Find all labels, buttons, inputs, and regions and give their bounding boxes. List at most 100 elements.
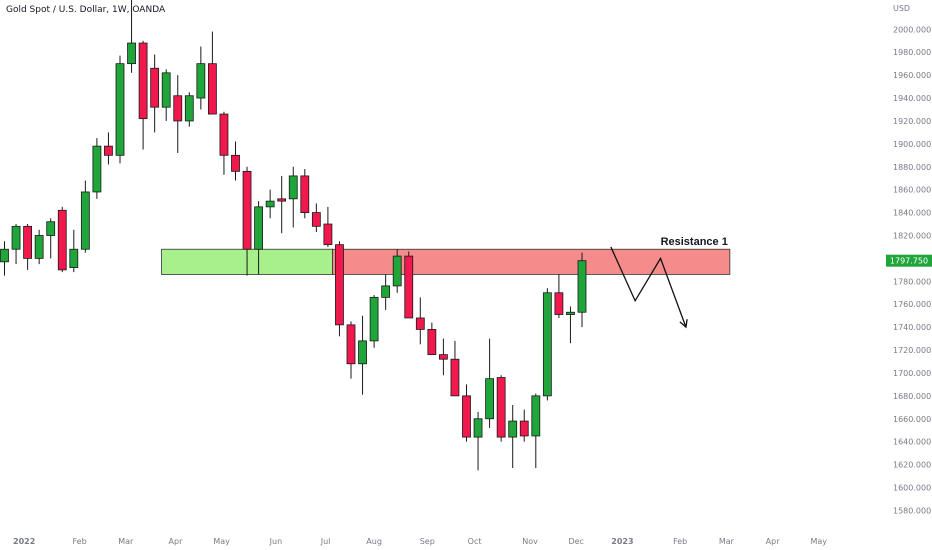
candle-body-up — [127, 42, 136, 65]
candle-body-up — [46, 221, 56, 236]
time-tick-label: Sep — [420, 537, 435, 546]
candle-body-down — [554, 292, 564, 315]
candle-body-down — [346, 324, 356, 365]
time-tick-label: Aug — [366, 537, 382, 546]
candle-body-up — [369, 296, 379, 342]
candle-body-up — [80, 191, 90, 250]
candle-body-up — [254, 206, 264, 250]
candle-body-up — [485, 378, 495, 420]
price-tag-value: 1797.750 — [890, 257, 928, 266]
candle-body-up — [69, 248, 79, 268]
time-tick-label: 2023 — [611, 537, 633, 546]
price-tick-label: 1700.000 — [893, 369, 931, 378]
price-axis[interactable]: USD 1580.000 1600.000 1620.000 1640.000 1660… — [893, 4, 931, 515]
time-tick-label: Apr — [766, 537, 781, 546]
price-tick-label: 1640.000 — [893, 438, 931, 447]
candle-body-up — [473, 418, 483, 438]
candle-body-down — [277, 198, 287, 202]
time-tick-label: Dec — [568, 537, 583, 546]
candle-body-down — [57, 209, 67, 271]
candle-body-up — [542, 292, 552, 397]
candle-body-up — [0, 248, 9, 263]
resistance-label: Resistance 1 — [661, 236, 728, 248]
resistance-zone — [332, 248, 731, 275]
price-tag-box — [886, 254, 932, 267]
projection-layer — [610, 246, 688, 329]
price-tick-label: 1920.000 — [893, 117, 931, 126]
price-tick-label: 1740.000 — [893, 323, 931, 332]
candle-body-down — [23, 225, 33, 259]
time-tick-label: Mar — [118, 537, 134, 546]
candle-body-down — [496, 377, 506, 438]
price-tick-label: 1760.000 — [893, 300, 931, 309]
price-tick-label: 1960.000 — [893, 71, 931, 80]
price-tick-label: 1940.000 — [893, 94, 931, 103]
time-tick-label: Oct — [468, 537, 482, 546]
candle-body-up — [92, 145, 102, 193]
time-tick-label: Jun — [269, 537, 283, 546]
price-tick-label: 1600.000 — [893, 484, 931, 493]
candle-body-up — [392, 255, 402, 287]
price-tick-label: 1720.000 — [893, 346, 931, 355]
candle-body-down — [138, 42, 148, 120]
candle-body-up — [577, 260, 587, 313]
time-axis[interactable]: 2022 Feb Mar Apr May Jun Jul Aug Sep Oct Nov Dec 202… — [13, 537, 827, 546]
currency-label: USD — [893, 4, 910, 13]
candles-layer — [0, 0, 587, 471]
price-tick-label: 1660.000 — [893, 415, 931, 424]
time-tick-label: Nov — [522, 537, 538, 546]
candle-body-up — [34, 235, 44, 259]
candle-body-down — [404, 255, 414, 319]
candle-body-up — [566, 311, 575, 315]
candle-body-down — [104, 145, 113, 156]
candle-body-up — [381, 285, 391, 298]
time-tick-label: Feb — [673, 537, 687, 546]
candle-body-down — [323, 223, 333, 246]
time-tick-label: 2022 — [13, 537, 35, 546]
price-tick-label: 1780.000 — [893, 277, 931, 286]
time-tick-label: Mar — [719, 537, 735, 546]
candle-body-down — [519, 420, 529, 437]
candle-body-up — [196, 63, 206, 99]
price-tick-label: 1880.000 — [893, 163, 931, 172]
candle-body-down — [242, 170, 252, 250]
candle-body-down — [150, 67, 160, 108]
candle-body-down — [438, 354, 448, 360]
price-tick-label: 1620.000 — [893, 461, 931, 470]
time-tick-label: Apr — [169, 537, 184, 546]
projection-arrowhead — [679, 319, 688, 329]
price-tick-label: 1860.000 — [893, 186, 931, 195]
candle-body-down — [311, 212, 321, 227]
candle-body-down — [231, 154, 240, 172]
projection-path — [610, 246, 687, 328]
candle-body-down — [173, 95, 183, 122]
candle-body-down — [207, 63, 217, 115]
candle-body-down — [427, 329, 437, 356]
candle-body-down — [219, 113, 229, 156]
candle-body-down — [300, 175, 310, 213]
price-tick-label: 2000.000 — [893, 25, 931, 34]
candle-body-up — [358, 340, 367, 365]
current-price-tag: 1797.750 — [886, 254, 932, 267]
candle-body-up — [531, 395, 541, 437]
time-tick-label: May — [213, 537, 230, 546]
candle-body-down — [415, 317, 425, 330]
price-tick-label: 1900.000 — [893, 140, 931, 149]
time-tick-label: May — [811, 537, 828, 546]
price-tick-label: 1680.000 — [893, 392, 931, 401]
candle-body-up — [508, 420, 518, 438]
candle-body-up — [184, 95, 194, 122]
price-tick-label: 1820.000 — [893, 231, 931, 240]
time-tick-label: Feb — [72, 537, 86, 546]
candle-body-up — [161, 72, 171, 108]
price-tick-label: 1840.000 — [893, 209, 931, 218]
candle-body-down — [335, 244, 344, 326]
candle-body-up — [115, 63, 125, 156]
price-tick-label: 1980.000 — [893, 48, 931, 57]
candle-body-up — [288, 175, 298, 200]
price-tick-label: 1580.000 — [893, 506, 931, 515]
candle-body-up — [11, 225, 21, 250]
time-tick-label: Jul — [320, 537, 331, 546]
candle-body-up — [265, 200, 275, 208]
